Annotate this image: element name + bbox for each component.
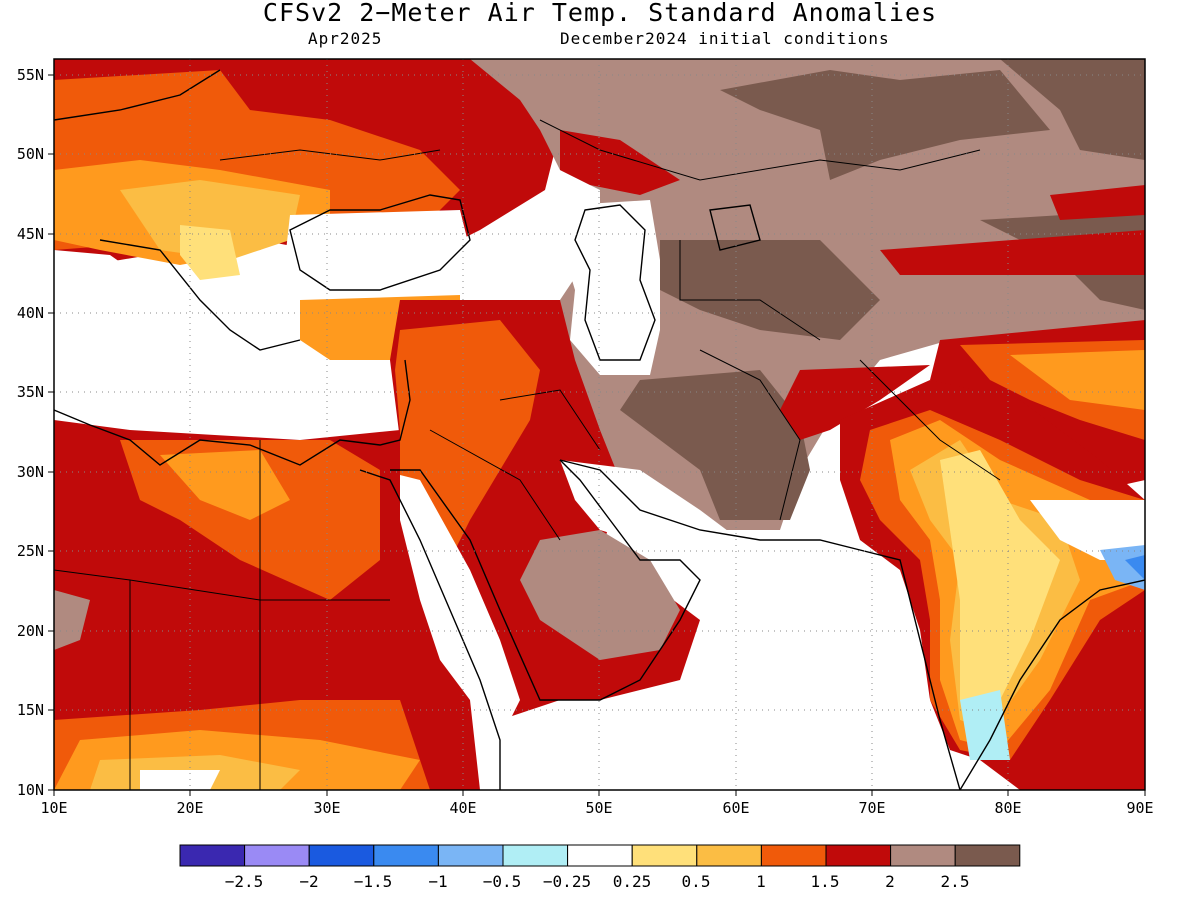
lat-label: 30N	[17, 463, 44, 481]
colorbar-swatch	[760, 844, 827, 867]
colorbar-swatch	[437, 844, 504, 867]
colorbar-label: 0.25	[612, 872, 652, 891]
lon-label: 90E	[1126, 799, 1153, 817]
lat-label: 50N	[17, 145, 44, 163]
colorbar-swatch	[502, 844, 569, 867]
lon-label: 30E	[313, 799, 340, 817]
colorbar	[179, 844, 1021, 867]
lon-label: 10E	[40, 799, 67, 817]
colorbar-label: 0.5	[681, 872, 711, 891]
lon-label: 50E	[585, 799, 612, 817]
colorbar-label: −1	[428, 872, 448, 891]
lon-label: 20E	[176, 799, 203, 817]
longitude-labels: 10E 20E 30E 40E 50E 60E 70E 80E 90E	[40, 799, 1153, 817]
anomaly-fields	[54, 59, 1145, 790]
lon-label: 40E	[449, 799, 476, 817]
colorbar-label: 1.5	[810, 872, 840, 891]
map-title: CFSv2 2−Meter Air Temp. Standard Anomali…	[262, 0, 938, 27]
colorbar-label: −2.5	[224, 872, 264, 891]
latitude-labels: 55N 50N 45N 40N 35N 30N 25N 20N 15N 10N	[17, 66, 44, 799]
colorbar-swatch	[179, 844, 246, 867]
lon-label: 60E	[722, 799, 749, 817]
lon-label: 70E	[858, 799, 885, 817]
lat-label: 25N	[17, 542, 44, 560]
colorbar-label: 1	[756, 872, 766, 891]
colorbar-swatch	[825, 844, 892, 867]
colorbar-swatch	[890, 844, 956, 867]
coastlines	[54, 69, 1145, 790]
initial-conditions: December2024 initial conditions	[560, 29, 890, 48]
lat-label: 40N	[17, 304, 44, 322]
colorbar-label: −0.5	[482, 872, 522, 891]
colorbar-label: −2	[299, 872, 319, 891]
lon-label: 80E	[994, 799, 1021, 817]
lat-label: 20N	[17, 622, 44, 640]
colorbar-label: −0.25	[542, 872, 592, 891]
colorbar-swatch	[567, 844, 633, 867]
colorbar-swatch	[631, 844, 698, 867]
colorbar-label: 2	[885, 872, 895, 891]
lat-label: 10N	[17, 781, 44, 799]
colorbar-swatch	[308, 844, 375, 867]
colorbar-label: 2.5	[940, 872, 970, 891]
colorbar-label: −1.5	[353, 872, 393, 891]
lat-label: 35N	[17, 383, 44, 401]
lat-label: 45N	[17, 225, 44, 243]
colorbar-swatch	[244, 844, 310, 867]
forecast-month: Apr2025	[308, 29, 383, 48]
lat-label: 15N	[17, 701, 44, 719]
country-borders	[54, 119, 1001, 790]
colorbar-swatch	[696, 844, 762, 867]
axis-ticks	[48, 74, 1146, 796]
lat-label: 55N	[17, 66, 44, 84]
colorbar-swatch	[954, 844, 1021, 867]
colorbar-swatch	[373, 844, 439, 867]
